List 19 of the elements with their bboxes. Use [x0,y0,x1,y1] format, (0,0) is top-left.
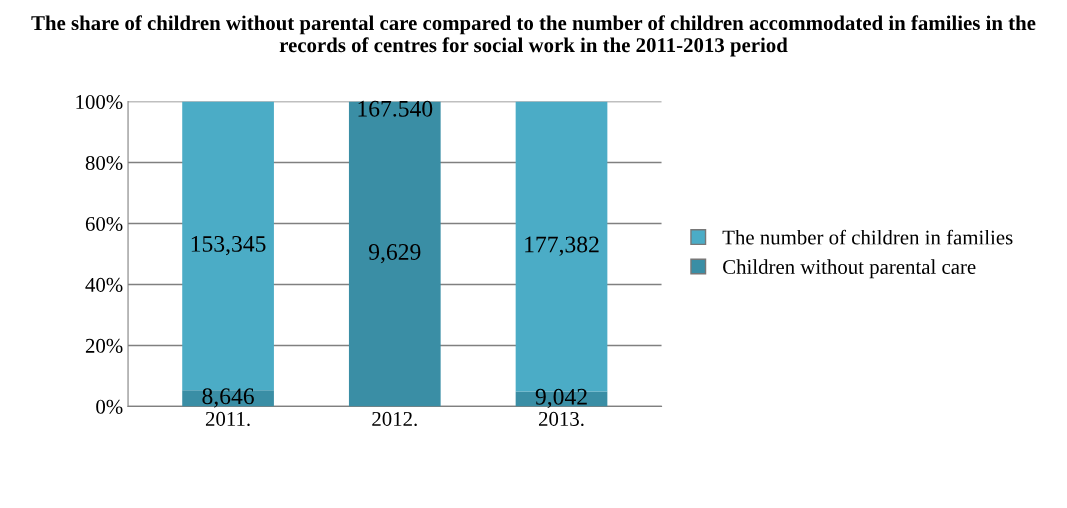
y-tick-label: 20% [85,338,123,353]
annotation: 177,382 [525,236,599,256]
legend-label: Children without parental care [723,259,976,279]
annotation: 9,042 [535,388,587,409]
y-tick-label: 0% [96,399,123,414]
y-tick-label: 80% [85,155,123,171]
legend-label: The number of children in families [722,229,1013,245]
x-tick-label: 2011. [205,411,250,427]
annotation: 153,345 [191,235,266,256]
chart-title: The share of children without parental care compared to the number of children accommodated in families in the records of centres for social work in the 2011-2013 period [31,15,1036,57]
y-tick-label: 40% [85,277,123,292]
bar [348,101,441,407]
y-tick-label: 100% [76,94,123,110]
x-tick-label: 2012. [372,411,417,427]
annotation: 9,629 [368,244,421,264]
y-tick-label: 60% [85,216,123,232]
x-tick-label: 2013. [538,411,584,427]
annotation: 8,646 [202,388,254,408]
annotation: 167.540 [358,100,433,117]
